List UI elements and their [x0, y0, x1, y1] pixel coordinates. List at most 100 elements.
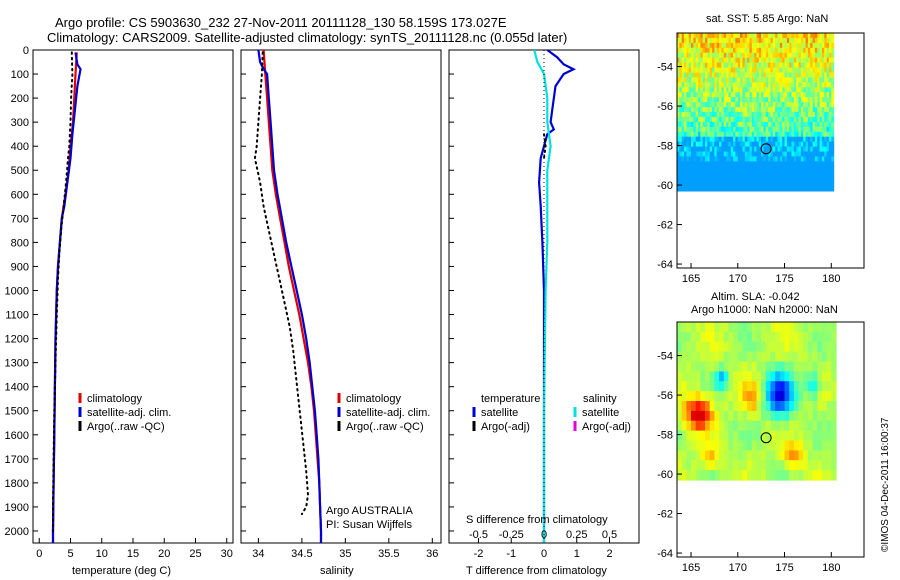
sst-map-cell [686, 116, 690, 123]
sst-map-cell [768, 161, 772, 167]
sst-map-cell [779, 166, 783, 172]
sst-map-cell [716, 112, 720, 118]
sla-map-cell [803, 460, 809, 471]
sst-map-cell [803, 87, 807, 93]
sst-map-cell [679, 146, 683, 153]
sst-map-cell [796, 171, 800, 177]
sla-map-ytick-label: -60 [657, 469, 673, 481]
sst-map-cell [700, 186, 704, 192]
sst-map-cell [691, 67, 694, 74]
sla-map-cell [770, 410, 776, 422]
sst-map-cell [721, 72, 725, 78]
sst-map-cell [817, 112, 821, 118]
sst-map-cell [819, 181, 823, 187]
sst-map-cell [772, 146, 776, 153]
sst-map-cell [756, 181, 760, 187]
sst-map-cell [744, 87, 748, 93]
sst-map-cell [684, 121, 687, 128]
sst-map-cell [735, 131, 739, 138]
sst-map-cell [810, 97, 814, 103]
sla-map-cell [733, 401, 739, 412]
sst-map-cell [721, 57, 725, 64]
sla-map-cell [742, 410, 748, 422]
sla-map-cell [826, 430, 832, 442]
sla-map-cell [751, 470, 758, 481]
sst-map-cell [791, 77, 795, 83]
sla-map-cell [798, 351, 804, 363]
sst-map-cell [726, 37, 729, 44]
sst-map-cell [758, 77, 762, 83]
sst-map-cell [800, 67, 804, 74]
sst-map-cell [700, 126, 704, 133]
sst-map-cell [814, 52, 818, 59]
sst-map-cell [723, 136, 727, 143]
sst-map-cell [684, 42, 687, 49]
sst-map-cell [695, 161, 699, 167]
sla-map-cell [826, 420, 832, 432]
sst-map-cell [761, 176, 764, 182]
sla-map-cell [761, 401, 767, 412]
sst-map-cell [737, 37, 741, 44]
sla-map-cell [677, 430, 683, 442]
sst-map-cell [803, 112, 807, 118]
sst-map-cell [721, 136, 725, 143]
sst-map-cell [737, 42, 741, 49]
sst-map-cell [786, 126, 790, 133]
sla-map-cell [691, 450, 697, 461]
depth-tick-label: 1200 [5, 334, 29, 346]
sst-map-cell [681, 131, 685, 138]
sla-map-cell [765, 460, 772, 471]
sla-map-cell [700, 341, 706, 353]
sst-map-cell [681, 112, 685, 118]
sst-map-cell [677, 52, 680, 59]
sst-map-ytick-label: -62 [657, 220, 673, 232]
sla-map-cell [821, 401, 828, 412]
sst-map-cell [826, 37, 830, 44]
sst-map-cell [770, 176, 774, 182]
sst-map-cell [826, 82, 830, 88]
sst-map-cell [779, 181, 783, 187]
sst-map-cell [707, 171, 711, 177]
sst-map-cell [789, 87, 793, 93]
sst-map-cell [707, 102, 711, 108]
sst-map-cell [730, 52, 734, 59]
sst-map-cell [782, 57, 786, 64]
sst-map-cell [758, 181, 762, 187]
sst-map-cell [761, 161, 764, 167]
sla-map-cell [779, 351, 786, 363]
difference-xlabel: T difference from climatology [466, 565, 607, 577]
sst-map-cell [709, 102, 713, 108]
sst-map-cell [784, 97, 788, 103]
sst-map-cell [814, 107, 818, 113]
sst-map-cell [723, 87, 727, 93]
sla-map-cell [775, 460, 781, 471]
sst-map-cell [726, 62, 729, 69]
sst-map-cell [728, 97, 732, 103]
sst-map-cell [807, 92, 811, 98]
sst-map-cell [719, 62, 722, 69]
sst-map-cell [789, 57, 793, 64]
sla-map-cell [765, 322, 772, 333]
sla-map-cell [817, 322, 823, 333]
sst-map-cell [740, 146, 743, 153]
sst-map-cell [810, 136, 814, 143]
sla-map-cell [831, 341, 837, 353]
temperature-xtick-label: 20 [158, 548, 170, 560]
sst-map-cell [723, 107, 727, 113]
sst-map-cell [705, 57, 708, 64]
sst-map-cell [730, 151, 734, 157]
sst-map-cell [812, 126, 816, 133]
sst-map-cell [828, 87, 832, 93]
sla-map-cell [756, 371, 762, 382]
sla-map-cell [821, 361, 828, 372]
sst-map-cell [684, 57, 687, 64]
difference-legend-label: satellite [582, 407, 619, 419]
sst-map-cell [700, 87, 704, 93]
sst-map-cell [705, 116, 708, 123]
sst-map-cell [712, 141, 715, 148]
sst-map-cell [684, 166, 687, 172]
sst-map-cell [772, 176, 776, 182]
sst-map-cell [763, 102, 767, 108]
sst-map-cell [728, 151, 732, 157]
sst-map-cell [796, 156, 800, 162]
